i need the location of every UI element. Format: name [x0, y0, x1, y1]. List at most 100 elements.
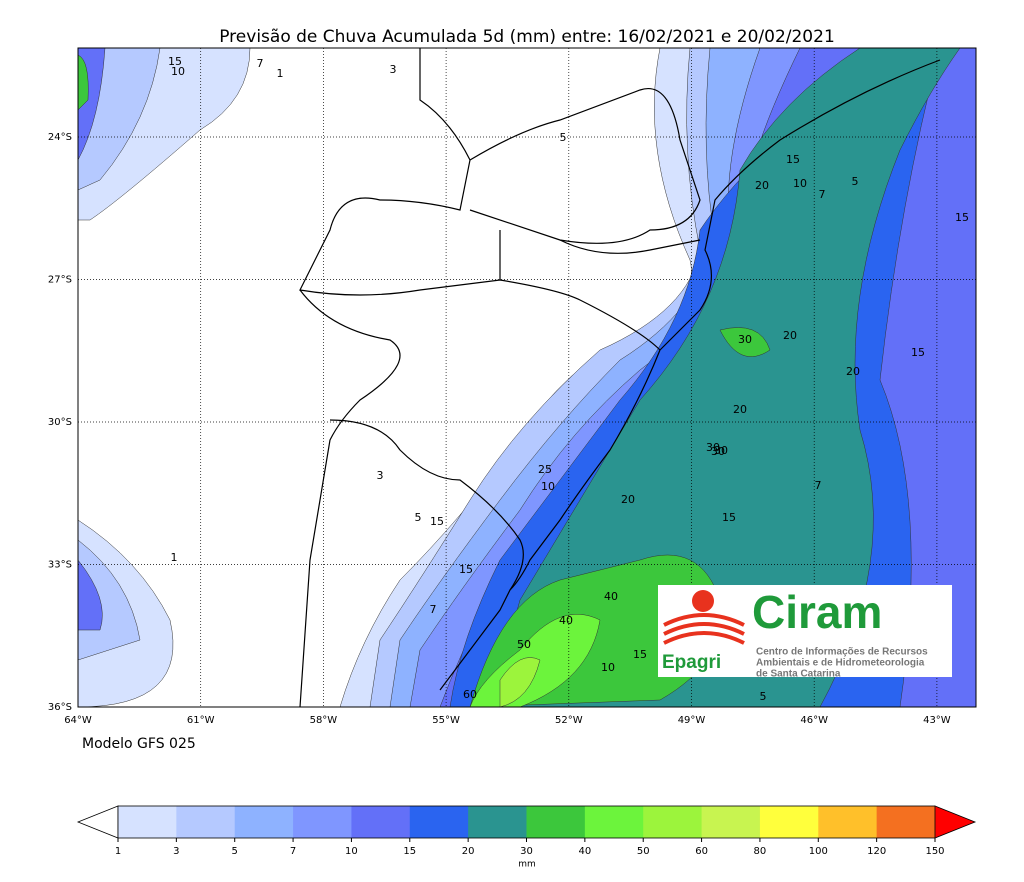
colorbar-segment	[759, 806, 819, 838]
contour-label: 15	[633, 648, 647, 661]
contour-label: 3	[390, 63, 397, 76]
map-frame	[77, 47, 977, 708]
colorbar-tick-label: 100	[809, 846, 828, 857]
colorbar-segment	[176, 806, 236, 838]
contour-label: 1	[277, 67, 284, 80]
colorbar: 1 3 5 7 10 15 20 30 40 50 60 80 100 120 150 mm	[76, 805, 977, 870]
contour-label: 50	[517, 638, 531, 651]
colorbar-tick-label: 10	[345, 846, 358, 857]
lon-tick-label: 52°W	[555, 715, 583, 726]
colorbar-segment	[234, 806, 294, 838]
contour-label: 30	[711, 445, 725, 458]
rain-area	[499, 657, 541, 707]
colorbar-tick-label: 30	[520, 846, 533, 857]
lon-tick-label: 43°W	[923, 715, 951, 726]
colorbar-tick-label: 5	[232, 846, 238, 857]
colorbar-under	[76, 805, 119, 839]
rain-area	[489, 48, 961, 707]
contour-label: 15	[955, 211, 969, 224]
contour-label: 10	[793, 177, 807, 190]
border-line	[499, 230, 701, 280]
lon-tick-label: 61°W	[187, 715, 215, 726]
colorbar-tick-label: 3	[173, 846, 179, 857]
contour-label: 5	[415, 511, 422, 524]
contour-label: 7	[815, 479, 822, 492]
map	[78, 48, 976, 707]
title: Previsão de Chuva Acumulada 5d (mm) entr…	[219, 27, 835, 47]
colorbar-segment	[118, 806, 177, 838]
contour-label: 15	[722, 511, 736, 524]
contour-label: 7	[257, 57, 264, 70]
contour-label: 15	[430, 515, 444, 528]
contour-label: 20	[621, 493, 635, 506]
colorbar-tick-label: 120	[867, 846, 886, 857]
contour-label: 15	[459, 563, 473, 576]
lon-tick-label: 55°W	[432, 715, 460, 726]
border-line	[469, 88, 701, 244]
contour-label: 40	[559, 614, 573, 627]
border-line	[659, 59, 941, 351]
border-line	[439, 349, 661, 691]
lon-tick-label: 58°W	[310, 715, 338, 726]
colorbar-segment	[643, 806, 703, 838]
colorbar-segment	[701, 806, 761, 838]
lon-tick-label: 46°W	[800, 715, 828, 726]
colorbar-tick-label: 15	[403, 846, 416, 857]
colorbar-segment	[351, 806, 411, 838]
colorbar-over	[934, 805, 977, 839]
contour-label: 25	[538, 463, 552, 476]
contour-label: 20	[846, 365, 860, 378]
colorbar-tick-label: 1	[115, 846, 121, 857]
logo-text: Centro de Informações de Recursos	[756, 647, 928, 658]
contour-label: 10	[601, 661, 615, 674]
logo-sun	[692, 590, 714, 612]
colorbar-segment	[876, 806, 936, 838]
contour-label: 20	[733, 403, 747, 416]
contour-label: 20	[783, 329, 797, 342]
lon-tick-label: 49°W	[678, 715, 706, 726]
colorbar-tick-label: 60	[695, 846, 708, 857]
rain-area	[78, 54, 89, 111]
colorbar-segment	[584, 806, 644, 838]
colorbar-tick-label: 20	[462, 846, 475, 857]
contour-label: 30	[714, 444, 728, 457]
logo-waves	[663, 613, 745, 645]
contour-label: 15	[911, 346, 925, 359]
logo-text: Ambientais e de Hidrometeorologia	[756, 658, 925, 669]
colorbar-tick-label: 150	[925, 846, 944, 857]
lon-tick-label: 64°W	[64, 715, 92, 726]
colorbar-tick-label: 80	[754, 846, 767, 857]
contour-label: 30	[706, 441, 720, 454]
colorbar-unit: mm	[518, 860, 536, 870]
logo-org: Epagri	[662, 652, 721, 673]
contour-label: 15	[168, 55, 182, 68]
lat-tick-label: 24°S	[48, 132, 72, 143]
colorbar-segment	[818, 806, 878, 838]
contour-label: 5	[760, 690, 767, 703]
contour-label: 5	[560, 131, 567, 144]
border-line	[299, 289, 401, 707]
colorbar-tick-label: 7	[290, 846, 296, 857]
contour-label: 20	[755, 179, 769, 192]
contour-label: 15	[786, 153, 800, 166]
border-line	[329, 419, 524, 591]
model-label: Modelo GFS 025	[82, 736, 196, 752]
contour-label: 30	[738, 333, 752, 346]
lat-tick-label: 27°S	[48, 275, 72, 286]
contour-label: 1	[171, 551, 178, 564]
colorbar-tick-label: 40	[578, 846, 591, 857]
logo-text: de Santa Catarina	[756, 669, 841, 680]
colorbar-segment	[526, 806, 586, 838]
contour-label: 40	[604, 590, 618, 603]
contour-label: 60	[463, 688, 477, 701]
contour-label: 3	[377, 469, 384, 482]
contour-label: 5	[852, 175, 859, 188]
lat-tick-label: 30°S	[48, 417, 72, 428]
colorbar-segment	[468, 806, 527, 838]
colorbar-segment	[409, 806, 469, 838]
logo-brand: Ciram	[752, 586, 882, 638]
contour-label: 7	[430, 603, 437, 616]
lat-tick-label: 36°S	[48, 702, 72, 713]
lat-tick-label: 33°S	[48, 560, 72, 571]
